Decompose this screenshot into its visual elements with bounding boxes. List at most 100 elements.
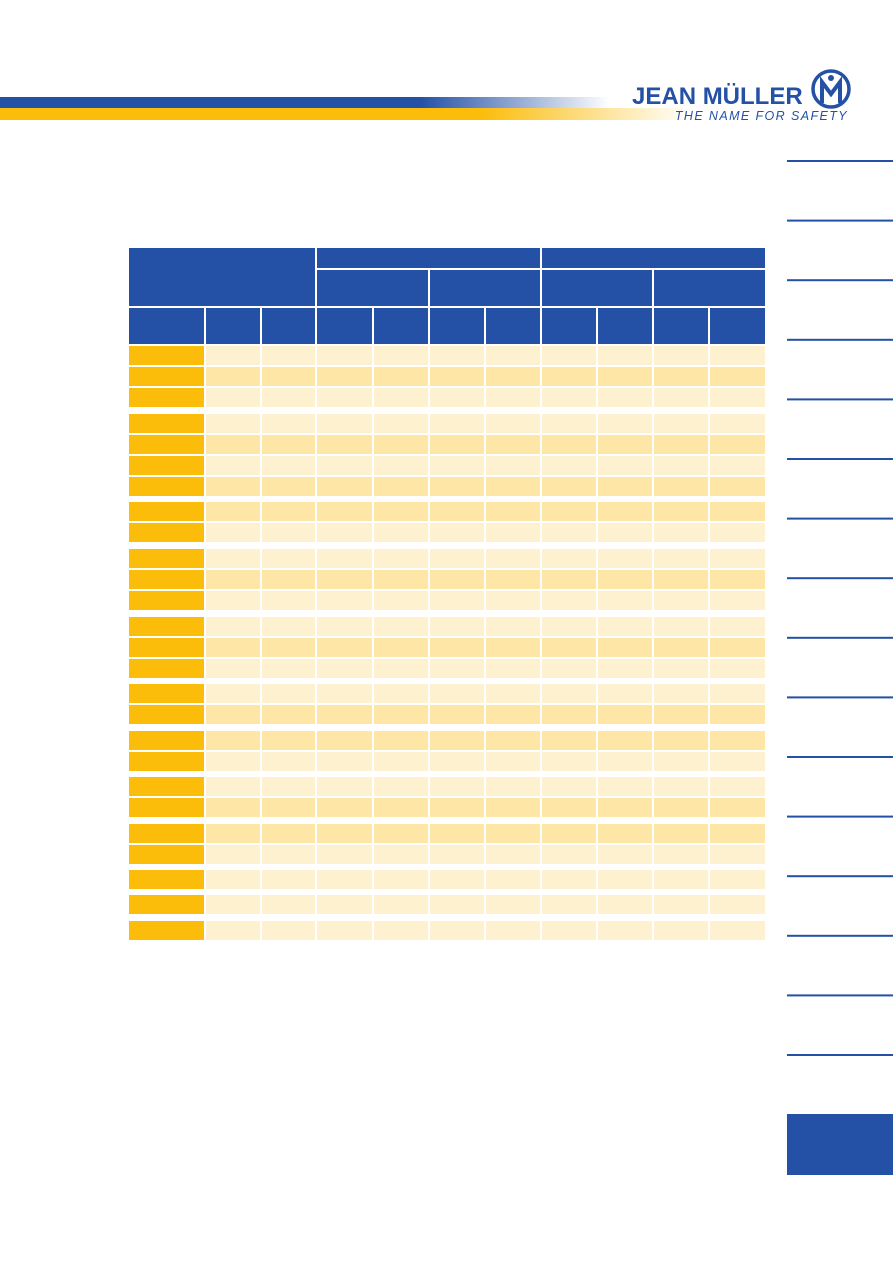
data-cell (654, 921, 708, 940)
data-cell (262, 845, 315, 864)
row-label-cell (129, 921, 204, 940)
data-cell (710, 824, 765, 843)
data-cell (542, 798, 596, 817)
tab-line (787, 517, 893, 520)
data-cell (374, 798, 428, 817)
row-label-cell (129, 798, 204, 817)
data-cell (710, 346, 765, 365)
header-bars (0, 97, 690, 120)
data-cell (710, 435, 765, 454)
data-cell (430, 346, 484, 365)
data-cell (262, 388, 315, 407)
data-cell (654, 477, 708, 496)
data-cell (598, 388, 652, 407)
data-cell (654, 617, 708, 636)
data-cell (710, 798, 765, 817)
data-cell (710, 570, 765, 589)
data-cell (542, 895, 596, 914)
data-cell (486, 824, 540, 843)
data-cell (262, 777, 315, 796)
row-label-cell (129, 388, 204, 407)
data-cell (430, 752, 484, 771)
data-cell (374, 477, 428, 496)
data-cell (374, 705, 428, 724)
data-cell (206, 346, 260, 365)
data-cell (542, 659, 596, 678)
data-cell (542, 549, 596, 568)
row-label-cell (129, 659, 204, 678)
data-cell (430, 523, 484, 542)
data-cell (374, 895, 428, 914)
row-label-cell (129, 346, 204, 365)
data-cell (206, 659, 260, 678)
data-cell (542, 731, 596, 750)
brand: JEAN MÜLLER (632, 83, 803, 110)
data-cell (654, 502, 708, 521)
data-cell (430, 845, 484, 864)
data-cell (430, 617, 484, 636)
data-cell (654, 870, 708, 889)
data-cell (542, 845, 596, 864)
data-cell (262, 824, 315, 843)
data-cell (374, 752, 428, 771)
data-cell (430, 705, 484, 724)
data-cell (598, 777, 652, 796)
data-cell (374, 731, 428, 750)
header-cell (486, 308, 540, 344)
data-cell (654, 591, 708, 610)
data-cell (374, 659, 428, 678)
data-cell (654, 659, 708, 678)
data-cell (206, 684, 260, 703)
data-cell (206, 798, 260, 817)
data-cell (486, 731, 540, 750)
data-cell (542, 777, 596, 796)
data-cell (206, 435, 260, 454)
data-cell (430, 388, 484, 407)
data-cell (206, 845, 260, 864)
data-cell (486, 638, 540, 657)
data-cell (317, 777, 372, 796)
logo-ring (811, 69, 851, 109)
data-cell (542, 752, 596, 771)
header-cell (262, 308, 315, 344)
data-cell (654, 824, 708, 843)
header-cell (710, 308, 765, 344)
data-cell (430, 638, 484, 657)
data-cell (542, 591, 596, 610)
data-cell (262, 570, 315, 589)
data-cell (654, 752, 708, 771)
data-cell (206, 638, 260, 657)
data-cell (317, 456, 372, 475)
data-cell (430, 777, 484, 796)
data-cell (710, 684, 765, 703)
row-label-cell (129, 477, 204, 496)
data-cell (486, 570, 540, 589)
slogan: THE NAME FOR SAFETY (675, 109, 848, 123)
data-cell (542, 617, 596, 636)
data-cell (206, 502, 260, 521)
data-cell (654, 845, 708, 864)
data-cell (317, 870, 372, 889)
data-cell (206, 549, 260, 568)
data-cell (598, 367, 652, 386)
data-cell (486, 388, 540, 407)
data-cell (542, 414, 596, 433)
header-subgroup (317, 270, 428, 306)
tab-line (787, 458, 893, 460)
header-cell (317, 308, 372, 344)
data-cell (262, 705, 315, 724)
data-cell (206, 591, 260, 610)
tab-line (787, 398, 893, 401)
data-cell (598, 346, 652, 365)
data-cell (206, 731, 260, 750)
data-cell (430, 549, 484, 568)
data-cell (317, 921, 372, 940)
data-cell (317, 549, 372, 568)
data-cell (317, 502, 372, 521)
tab-line (787, 219, 893, 222)
header-corner (129, 248, 315, 306)
data-cell (542, 346, 596, 365)
data-cell (262, 731, 315, 750)
data-cell (430, 684, 484, 703)
